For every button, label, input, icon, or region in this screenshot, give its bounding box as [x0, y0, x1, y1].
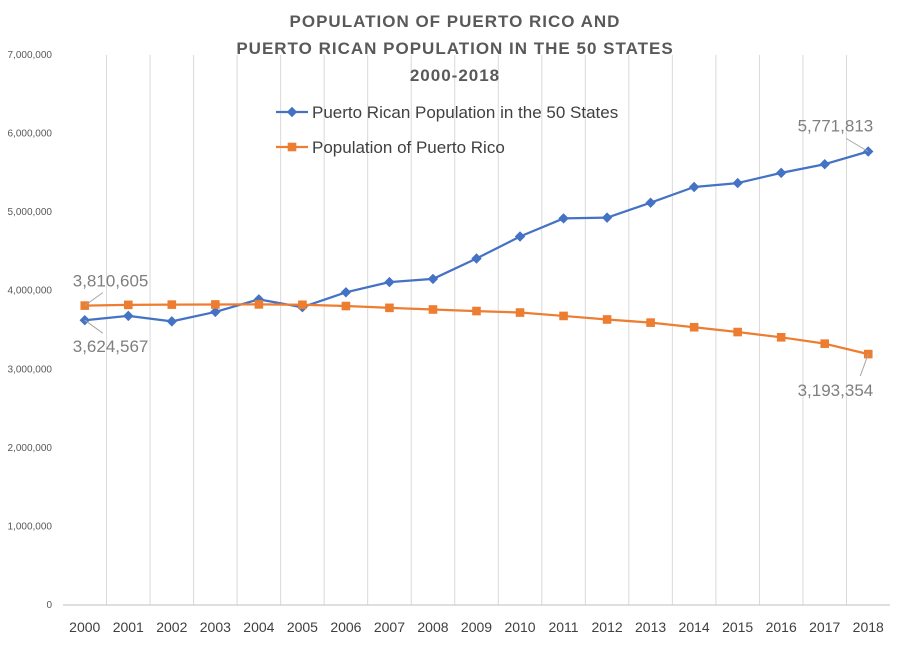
data-label: 3,810,605 [73, 272, 149, 307]
data-label: 3,624,567 [73, 319, 149, 356]
x-tick-label: 2013 [635, 619, 666, 635]
legend-marker [287, 142, 297, 152]
data-label-leader [845, 138, 869, 152]
data-point [863, 349, 873, 359]
data-point [123, 300, 133, 310]
legend-marker [286, 106, 298, 118]
data-point [298, 300, 307, 310]
x-tick-label: 2006 [330, 619, 361, 635]
chart-title-line-2: PUERTO RICAN POPULATION IN THE 50 STATES [236, 39, 673, 58]
legend-item: Puerto Rican Population in the 50 States [276, 103, 618, 122]
data-label-text: 5,771,813 [798, 117, 874, 136]
x-tick-label: 2017 [809, 619, 840, 635]
y-tick-label: 6,000,000 [8, 129, 53, 140]
data-point [210, 306, 221, 318]
y-tick-label: 3,000,000 [8, 364, 53, 375]
data-point [123, 310, 134, 322]
data-label-leader [859, 353, 869, 377]
x-tick-label: 2015 [722, 619, 753, 635]
data-point [646, 318, 655, 327]
series-group [80, 300, 873, 359]
x-tick-label: 2018 [853, 619, 884, 635]
data-point [254, 300, 264, 309]
x-tick-label: 2003 [200, 619, 231, 635]
x-tick-label: 2012 [592, 619, 623, 635]
x-tick-label: 2016 [766, 619, 797, 635]
y-tick-label: 5,000,000 [8, 207, 53, 218]
y-tick-label: 4,000,000 [8, 286, 53, 297]
data-labels: 3,810,605 3,624,567 5,771,813 3,193,354 [73, 117, 873, 401]
data-point [602, 315, 612, 324]
x-tick-label: 2010 [504, 619, 535, 635]
data-point [688, 181, 700, 193]
y-tick-label: 7,000,000 [8, 50, 53, 61]
data-point [689, 322, 699, 332]
x-tick-label: 2004 [243, 619, 274, 635]
x-tick-label: 2005 [287, 619, 318, 635]
legend-label: Puerto Rican Population in the 50 States [312, 103, 618, 122]
data-label-leader [84, 319, 104, 334]
y-axis-ticks: 0 1,000,000 2,000,000 3,000,000 4,000,000 5,0… [8, 50, 53, 611]
series-group [79, 146, 874, 327]
legend-item: Population of Puerto Rico [276, 138, 505, 157]
y-tick-label: 0 [46, 600, 52, 611]
y-tick-label: 2,000,000 [8, 443, 53, 454]
data-label-text: 3,810,605 [73, 272, 149, 291]
data-point [601, 212, 613, 223]
chart-title: POPULATION OF PUERTO RICO AND PUERTO RIC… [236, 12, 673, 85]
data-point [732, 177, 743, 189]
x-tick-label: 2014 [679, 619, 710, 635]
data-point [471, 253, 482, 264]
data-point [167, 300, 177, 309]
data-point [340, 287, 352, 298]
data-point [559, 311, 568, 321]
y-tick-label: 1,000,000 [8, 521, 53, 532]
chart-title-line-3: 2000-2018 [410, 66, 500, 85]
data-point [776, 333, 786, 342]
data-point [472, 306, 481, 316]
x-tick-label: 2007 [374, 619, 405, 635]
data-point [385, 303, 394, 313]
data-point [80, 301, 90, 310]
data-label: 3,193,354 [798, 353, 874, 400]
chart-title-line-1: POPULATION OF PUERTO RICO AND [290, 12, 621, 31]
data-label-leader [84, 292, 104, 307]
x-tick-label: 2002 [156, 619, 187, 635]
data-point [514, 231, 526, 242]
grid [63, 55, 890, 606]
series [79, 146, 874, 359]
data-label-text: 3,624,567 [73, 337, 149, 356]
x-axis-ticks: 2000 2001 2002 2003 2004 2005 2006 2007 2008 2009… [69, 619, 884, 635]
x-tick-label: 2008 [417, 619, 448, 635]
data-point [166, 316, 178, 327]
data-point [645, 197, 656, 208]
data-point [341, 301, 351, 311]
x-tick-label: 2009 [461, 619, 492, 635]
data-point [819, 159, 830, 170]
data-label: 5,771,813 [798, 117, 874, 152]
legend-label: Population of Puerto Rico [312, 138, 505, 157]
data-point [558, 213, 569, 224]
series-line [84, 150, 869, 323]
x-tick-label: 2001 [113, 619, 144, 635]
data-point [211, 300, 220, 309]
x-tick-label: 2000 [69, 619, 100, 635]
data-point [427, 273, 439, 285]
data-point [384, 276, 395, 288]
data-label-text: 3,193,354 [798, 381, 874, 400]
data-point [820, 339, 830, 348]
data-point [733, 327, 742, 337]
data-point [515, 308, 525, 317]
data-point [428, 305, 438, 314]
legend: Puerto Rican Population in the 50 States… [276, 103, 618, 157]
data-point [775, 167, 787, 179]
x-tick-label: 2011 [548, 619, 578, 635]
